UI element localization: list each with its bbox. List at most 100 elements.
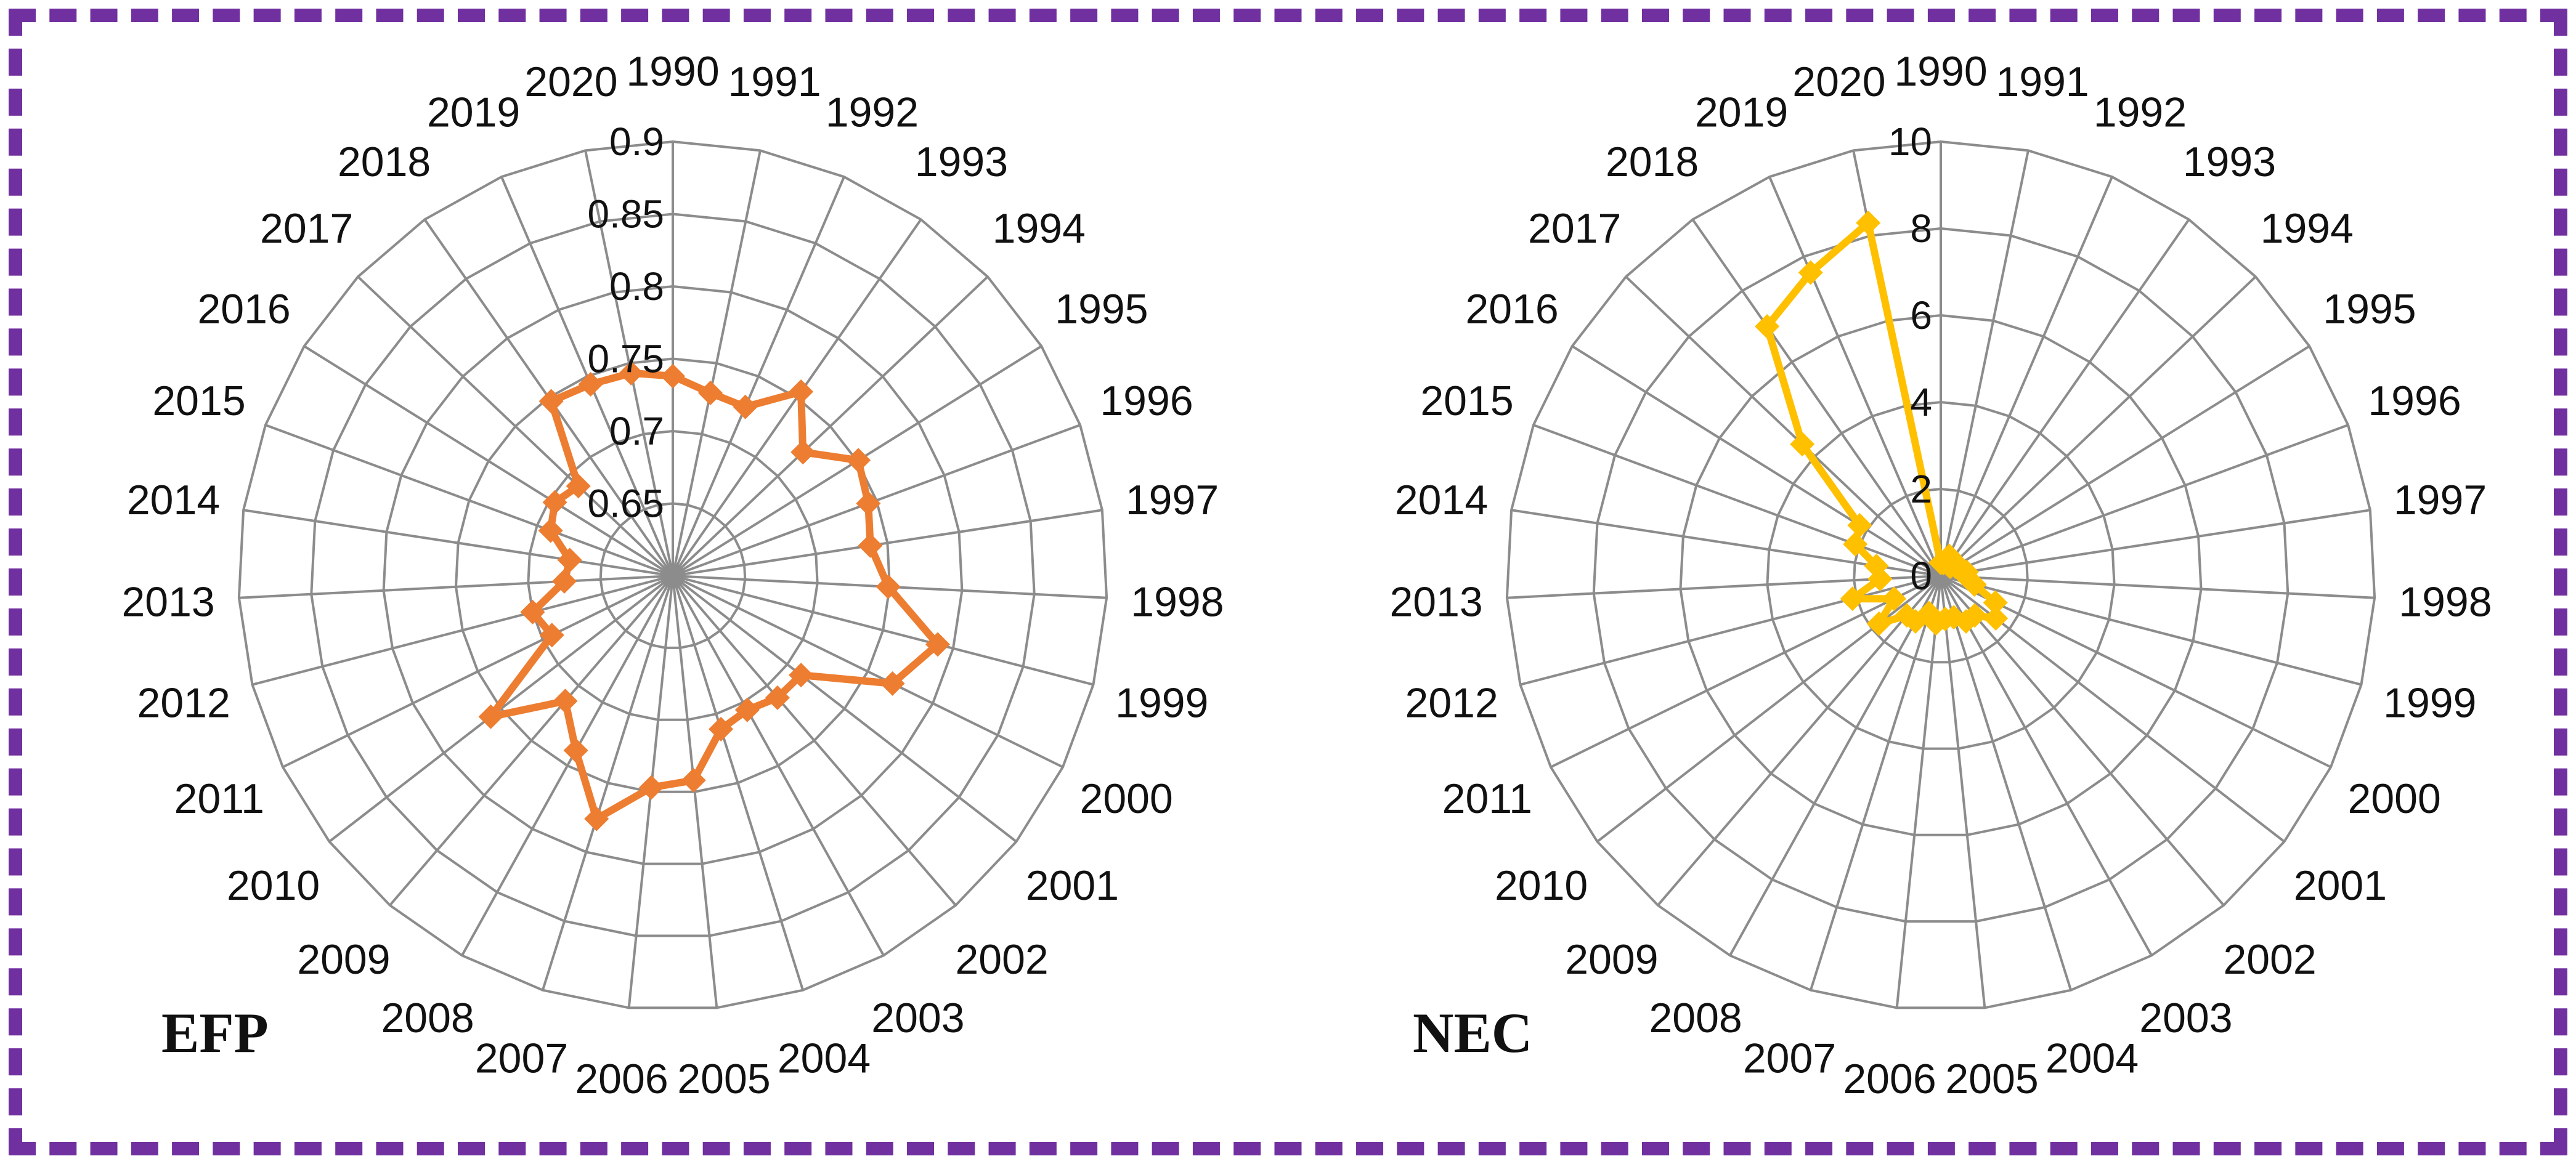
- category-label: 2020: [1792, 59, 1885, 105]
- grid-ring: [237, 140, 1108, 1009]
- data-marker: [557, 548, 582, 573]
- data-marker: [1843, 531, 1868, 557]
- data-marker: [856, 491, 881, 516]
- category-label: 2018: [1606, 139, 1699, 185]
- tick-label: 6: [1910, 293, 1932, 337]
- spoke-line: [1940, 176, 2113, 576]
- spoke-line: [1940, 575, 2225, 907]
- category-label: 1993: [2183, 139, 2276, 185]
- spoke-line: [1657, 575, 1942, 907]
- spoke-line: [1940, 575, 2331, 769]
- data-marker: [1962, 572, 1987, 597]
- data-marker: [709, 716, 734, 742]
- spoke-line: [1940, 575, 2073, 991]
- category-label: 1995: [2323, 286, 2416, 333]
- category-label: 1996: [2368, 378, 2461, 424]
- data-marker: [698, 381, 723, 406]
- data-marker: [1798, 260, 1823, 285]
- category-label: 1996: [1100, 378, 1193, 424]
- category-label: 2015: [1420, 378, 1513, 424]
- spoke-line: [1691, 219, 1942, 577]
- category-label: 2012: [137, 680, 230, 727]
- category-label: 2006: [1843, 1056, 1936, 1102]
- spoke-line: [389, 575, 674, 907]
- data-marker: [542, 490, 567, 515]
- spoke-line: [1729, 575, 1942, 956]
- category-label: 2014: [1395, 477, 1488, 523]
- tick-label: 8: [1910, 206, 1932, 251]
- spoke-line: [1895, 575, 1942, 1008]
- category-label: 2016: [1465, 286, 1558, 333]
- category-label: 2020: [524, 59, 617, 105]
- category-label: 2008: [1649, 995, 1742, 1041]
- tick-label: 0.75: [587, 337, 664, 381]
- spoke-line: [672, 150, 762, 576]
- category-label: 2008: [381, 995, 474, 1041]
- spoke-line: [672, 575, 1094, 686]
- data-marker: [876, 574, 901, 599]
- data-marker: [539, 623, 564, 648]
- category-label: 2006: [575, 1056, 668, 1102]
- data-marker: [789, 379, 814, 405]
- spoke-line: [1940, 424, 2349, 577]
- category-label: 2002: [2223, 936, 2316, 983]
- spoke-line: [282, 575, 673, 769]
- category-label: 2007: [475, 1035, 568, 1081]
- category-label: 1992: [826, 89, 919, 136]
- grid-ring: [1853, 487, 2029, 664]
- data-marker: [1864, 553, 1889, 578]
- category-label: 2009: [297, 936, 390, 983]
- category-label: 1997: [1126, 477, 1219, 523]
- grid-ring: [382, 285, 964, 865]
- tick-label: 0.7: [609, 409, 664, 453]
- spoke-line: [1533, 424, 1941, 577]
- category-label: 2018: [338, 139, 431, 185]
- spoke-line: [672, 575, 885, 956]
- category-label: 1991: [728, 59, 821, 105]
- spoke-line: [1519, 575, 1941, 686]
- category-label: 2002: [955, 936, 1048, 983]
- category-label: 2013: [1389, 579, 1482, 626]
- tick-label: 0.85: [587, 192, 664, 236]
- category-label: 2001: [2294, 862, 2387, 909]
- grid-ring: [1505, 140, 2376, 1009]
- tick-label: 0: [1910, 554, 1932, 598]
- category-label: 1998: [2399, 579, 2492, 626]
- category-label: 2017: [260, 205, 353, 252]
- data-marker: [1755, 313, 1780, 339]
- data-marker: [551, 568, 577, 594]
- category-label: 1992: [2094, 89, 2187, 136]
- data-marker: [734, 697, 760, 722]
- data-marker: [681, 767, 706, 793]
- spoke-line: [672, 509, 1103, 577]
- dashed-frame: [9, 9, 2567, 1155]
- spoke-line: [243, 509, 673, 577]
- tick-label: 0.8: [609, 264, 664, 309]
- data-marker: [1847, 512, 1872, 538]
- data-marker: [578, 372, 603, 397]
- spoke-line: [1940, 150, 2030, 576]
- grid-ring: [1766, 400, 2116, 750]
- spoke-line: [541, 575, 674, 991]
- data-marker: [566, 474, 591, 499]
- category-label: 1995: [1055, 286, 1148, 333]
- category-label: 2011: [174, 775, 264, 822]
- spoke-line: [672, 575, 1063, 769]
- grid-ring: [1679, 313, 2203, 836]
- data-marker: [1790, 432, 1815, 457]
- efp-panel-label: EFP: [161, 1001, 269, 1064]
- data-marker: [846, 448, 871, 473]
- category-label: 2000: [1080, 775, 1173, 822]
- data-marker: [765, 685, 790, 710]
- data-marker: [1856, 210, 1881, 235]
- data-marker: [1983, 606, 2009, 631]
- category-label: 2005: [1945, 1056, 2038, 1102]
- data-marker: [733, 394, 758, 419]
- category-label: 2007: [1743, 1035, 1836, 1081]
- category-label: 2019: [427, 89, 520, 136]
- category-label: 2004: [2046, 1035, 2139, 1081]
- data-marker: [520, 599, 545, 624]
- category-label: 2010: [227, 862, 320, 909]
